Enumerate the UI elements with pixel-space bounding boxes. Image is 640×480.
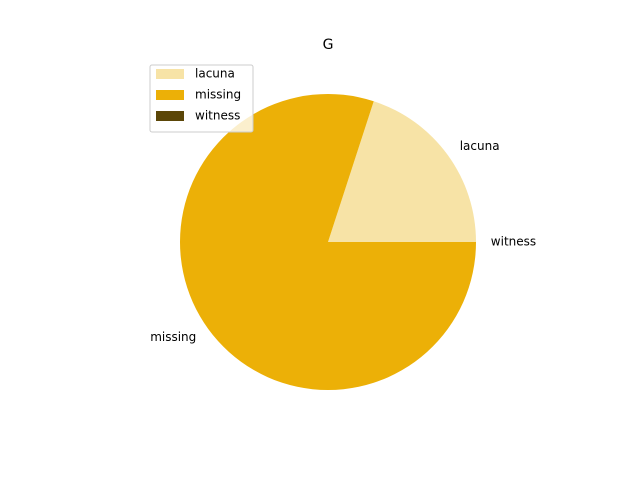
legend-entries: lacuna missing witness: [156, 67, 241, 123]
legend-swatch-witness: [156, 111, 184, 121]
pie-slice-lacuna: [328, 101, 476, 242]
legend-swatch-missing: [156, 90, 184, 100]
slice-label-witness: witness: [491, 235, 536, 249]
legend: lacuna missing witness: [149, 64, 254, 133]
slice-label-lacuna: lacuna: [460, 139, 500, 153]
pie-slices: [179, 94, 476, 390]
legend-label-witness: witness: [195, 109, 240, 123]
legend-label-missing: missing: [195, 88, 241, 102]
legend-swatch-lacuna: [156, 69, 184, 79]
chart-title: G: [323, 37, 334, 53]
slice-label-missing: missing: [150, 330, 196, 344]
pie-slice-missing: [179, 94, 476, 390]
legend-label-lacuna: lacuna: [195, 67, 235, 81]
pie-slice-labels: lacuna missing witness: [150, 139, 536, 344]
